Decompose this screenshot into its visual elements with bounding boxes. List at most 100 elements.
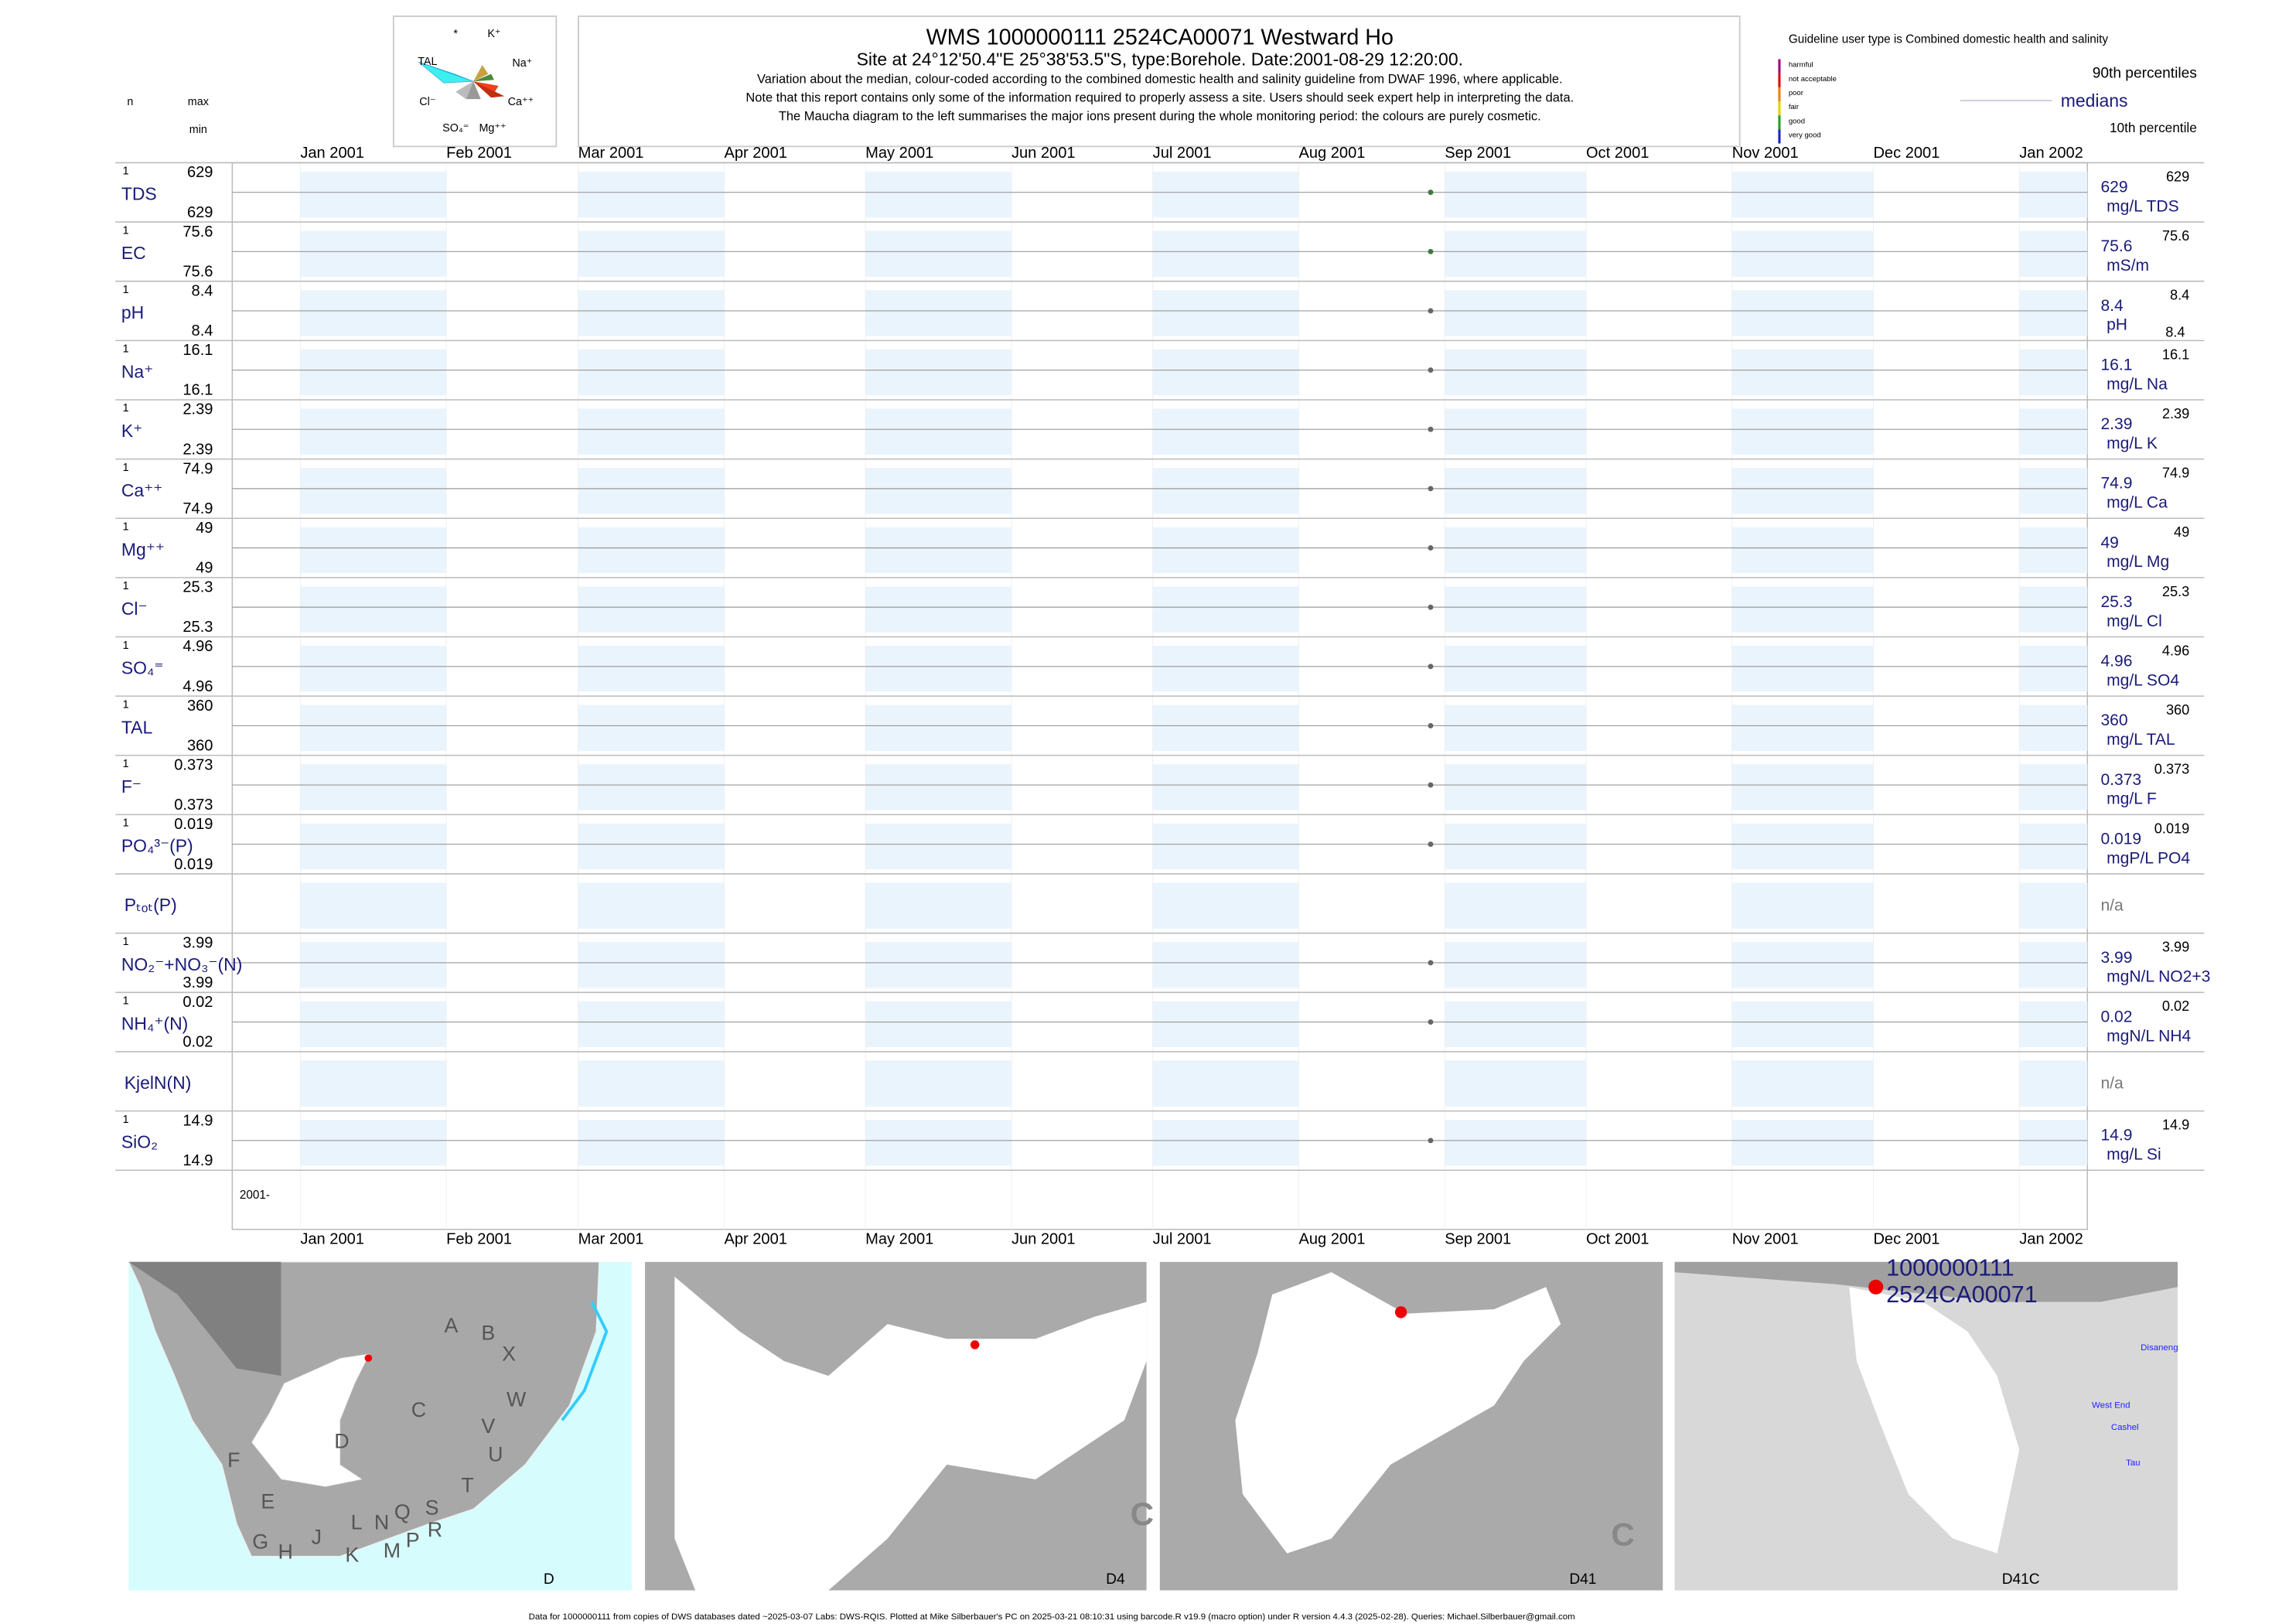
min-value: 0.019 [174,856,213,873]
month-shade [1152,408,1299,455]
month-shade [1445,645,1586,692]
month-shade [300,942,447,988]
month-shade [1152,1001,1299,1048]
month-shade [578,645,725,692]
footer: Data for 1000000111 from copies of DWS d… [529,1612,1575,1622]
unit: mg/L TDS [2107,197,2179,215]
region-letter: H [278,1540,293,1564]
sample-point [1428,308,1434,314]
p90-value: 360 [2166,702,2189,718]
maucha-so4 [455,81,474,100]
guideline-class: fair [1789,103,1800,111]
month-shade [1152,586,1299,633]
site-marker [364,1354,373,1362]
n-count: 1 [123,224,129,237]
p90-value: 74.9 [2162,466,2189,481]
map-label: D4 [1106,1571,1125,1588]
map-d41 [1159,1261,1663,1591]
median-value: 8.4 [2100,297,2124,315]
month-shade [1731,527,1874,574]
max-value: 75.6 [183,223,213,241]
map-label: D41 [1569,1571,1596,1588]
unit: mg/L F [2107,790,2157,808]
month-shade [578,882,725,929]
region-letter: Q [394,1500,411,1523]
month-shade [865,171,1012,218]
month-shade [1731,349,1874,396]
month-shade [300,705,447,751]
p90-value: 75.6 [2162,228,2189,244]
month-shade [578,349,725,396]
min-value: 2.39 [183,441,213,458]
max-value: 4.96 [183,638,213,655]
subtitle: Site at 24°12'50.4"E 25°38'53.5"S, type:… [857,49,1463,69]
month-shade [578,171,725,218]
month-label-top: Jan 2002 [2019,145,2083,162]
unit: mgN/L NO2+3 [2107,968,2210,986]
month-shade [2019,586,2088,633]
map-label: D41C [2002,1571,2040,1588]
site-label: 2524CA00071 [1886,1281,2038,1308]
p90-legend: 90th percentiles [2093,66,2197,82]
guideline-swatch [1778,59,1781,73]
min-value: 360 [187,737,213,754]
region-letter: A [445,1314,459,1337]
sample-point [1428,189,1434,196]
max-value: 360 [187,698,213,715]
n-count: 1 [123,995,129,1008]
month-shade [1445,408,1586,455]
sample-point [1428,664,1434,670]
month-shade [300,586,447,633]
month-shade [2019,942,2088,988]
month-shade [2019,230,2088,277]
month-shade [578,527,725,574]
land-north [1674,1261,2178,1302]
max-value: 629 [187,164,213,181]
month-label-bottom: May 2001 [865,1230,933,1247]
month-shade [865,705,1012,751]
region-letter: L [351,1510,363,1534]
col-head-min: min [189,124,207,136]
maucha-na [473,73,494,82]
month-shade [300,349,447,396]
subbasin [1849,1287,2020,1554]
month-shade [865,230,1012,277]
min-value: 3.99 [183,974,213,991]
region-letter: C [1131,1496,1154,1532]
maucha-label: SO₄⁼ [442,122,469,135]
sample-point [1428,248,1434,254]
map-d [128,1261,632,1591]
guideline-swatch [1778,73,1781,87]
col-head-max: max [188,96,210,108]
note: Variation about the median, colour-coded… [757,73,1563,87]
param-label: Ca⁺⁺ [121,480,163,500]
unit: mg/L Na [2107,375,2168,393]
month-shade [1445,942,1586,988]
month-shade [2019,882,2088,929]
param-label: K⁺ [121,421,142,441]
p90-value: 16.1 [2162,346,2189,362]
guideline-swatch [1778,101,1781,116]
month-shade [2019,468,2088,514]
month-shade [300,527,447,574]
month-shade [300,171,447,218]
sample-point [1428,1138,1434,1144]
month-label-top: Jul 2001 [1153,145,1212,162]
maucha-mg [466,81,481,100]
coast [561,1301,609,1421]
param-label: PO₄³⁻(P) [121,836,193,856]
region-letter: D [334,1429,349,1452]
month-label-bottom: Mar 2001 [578,1230,644,1247]
month-shade [578,1060,725,1107]
unit: mg/L Si [2107,1146,2161,1164]
unit: mg/L Cl [2107,612,2162,630]
month-shade [300,408,447,455]
note: The Maucha diagram to the left summarise… [779,109,1541,123]
month-shade [1445,705,1586,751]
median-value: 0.373 [2100,771,2141,789]
unit: mg/L K [2107,435,2158,452]
max-value: 25.3 [183,579,213,596]
unit: pH [2107,316,2127,334]
